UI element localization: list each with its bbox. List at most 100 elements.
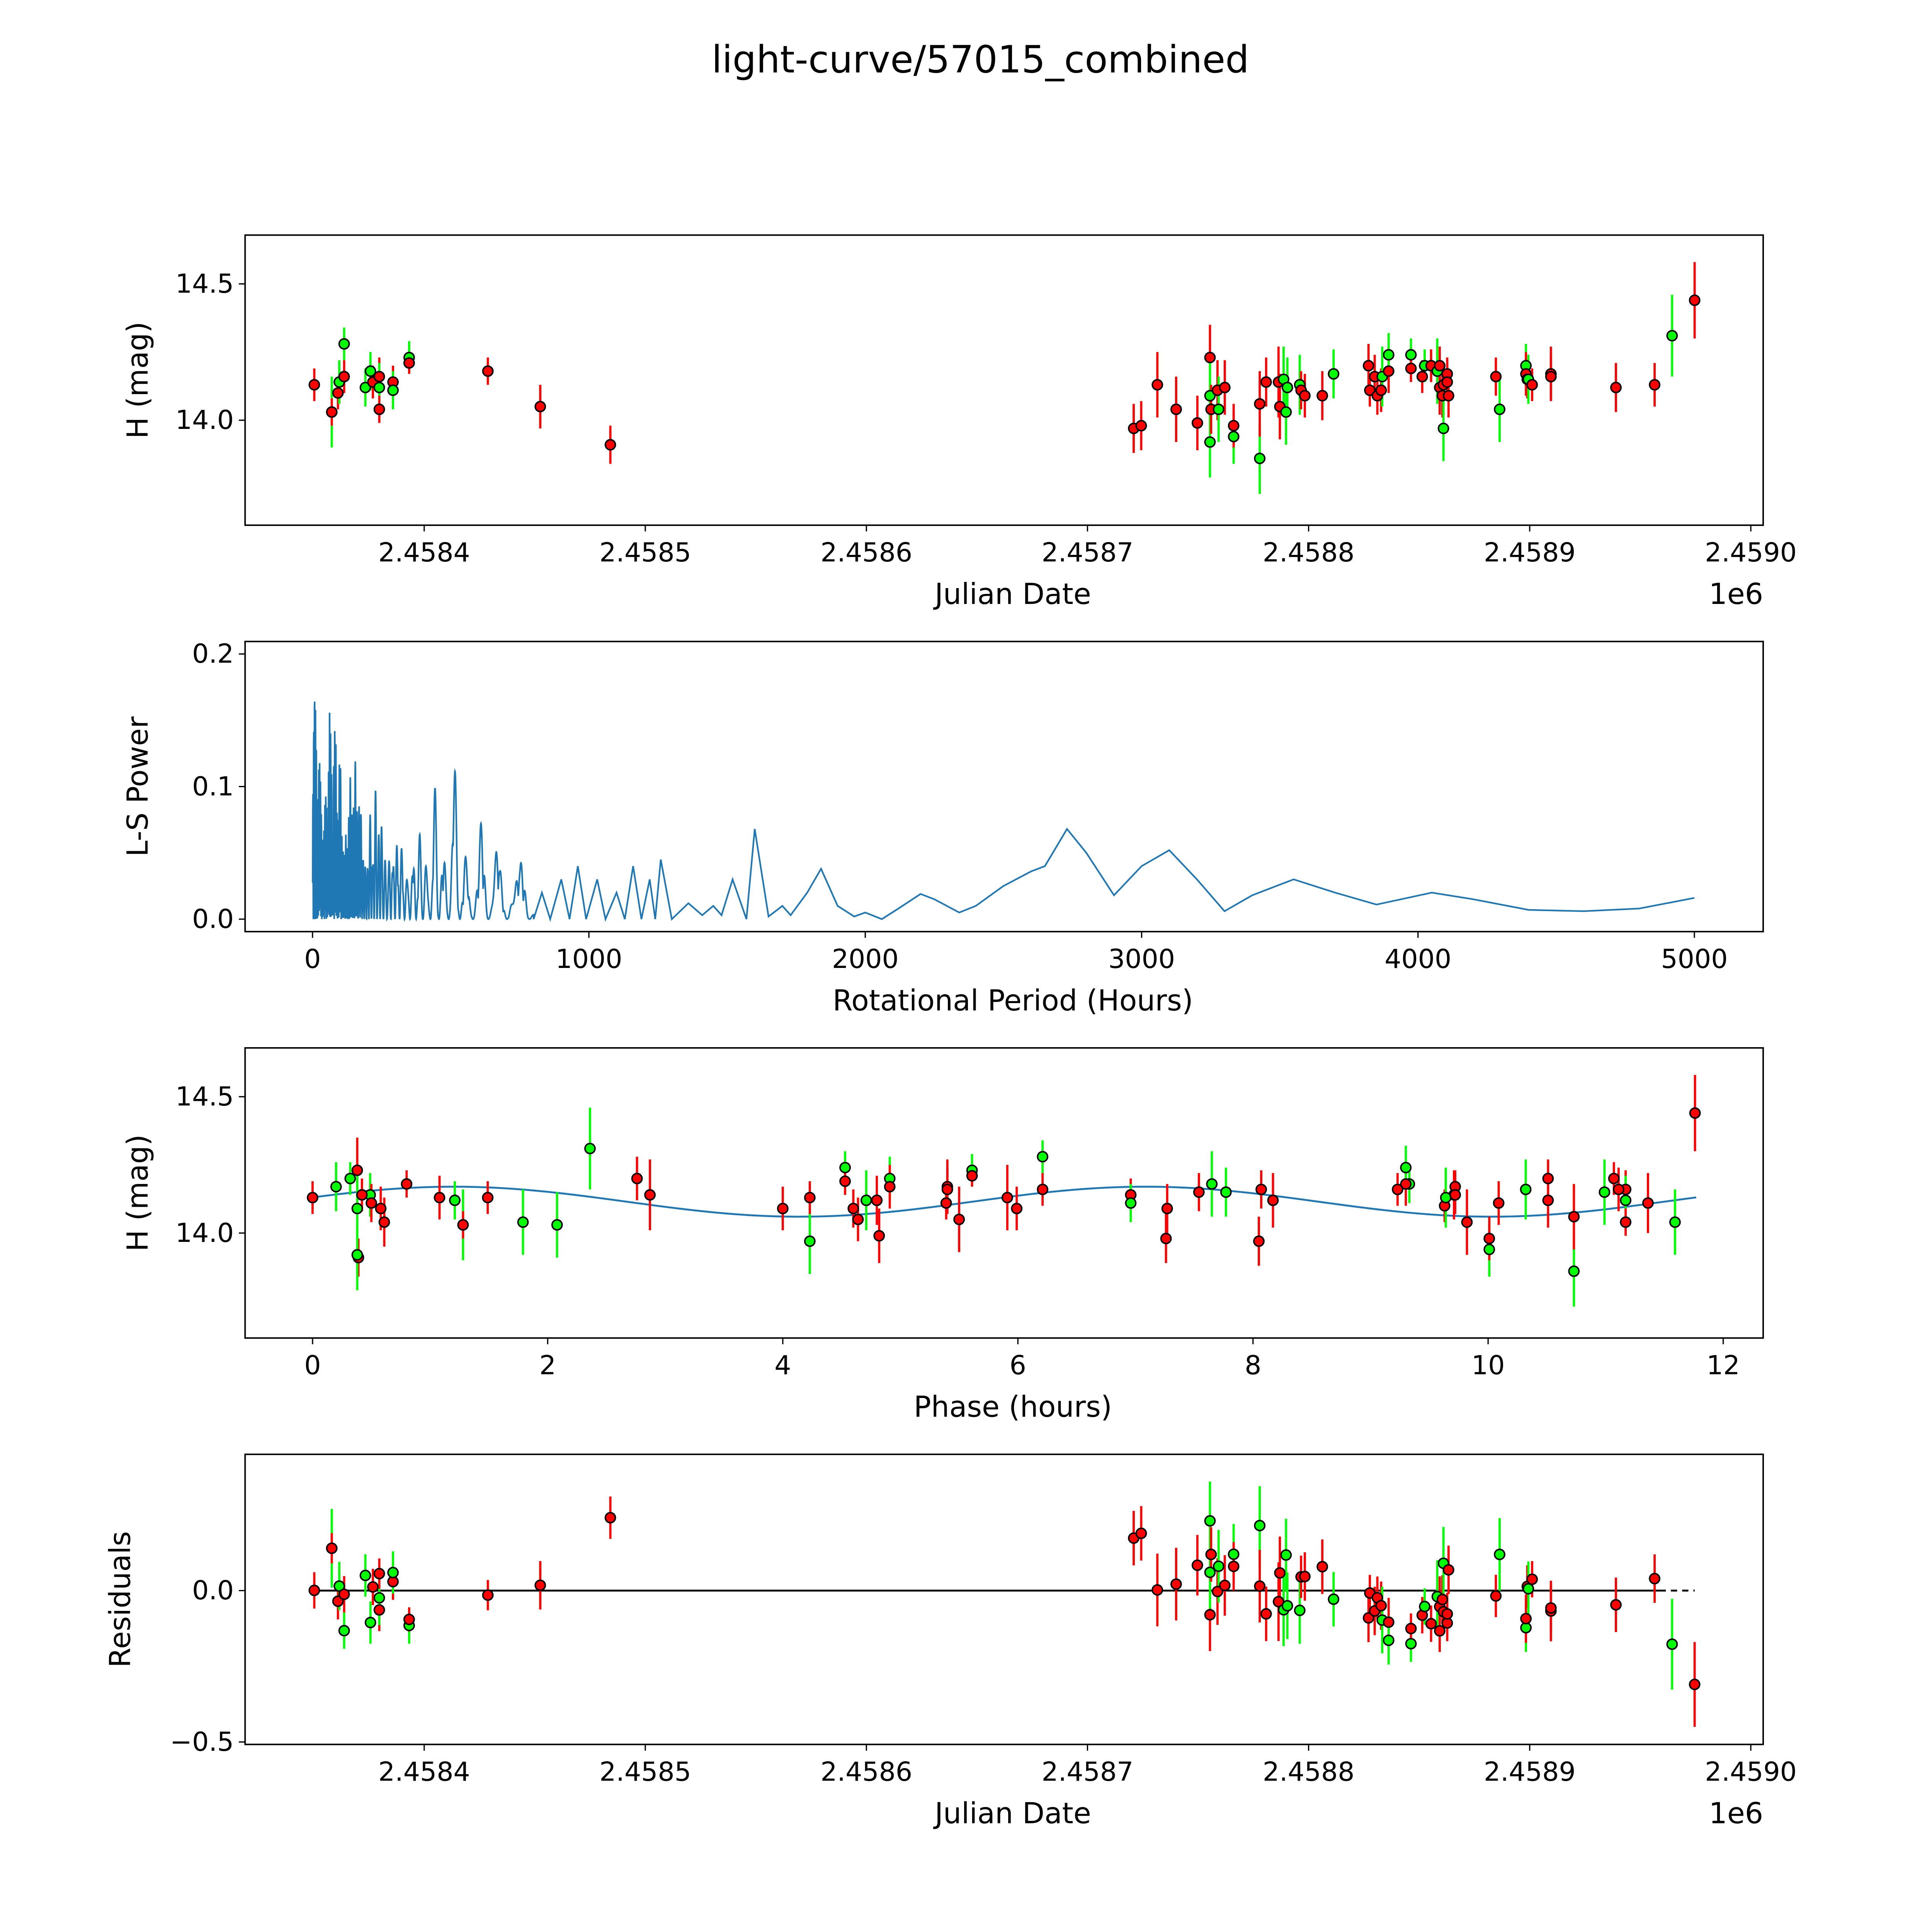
- data-point-green: [584, 1143, 596, 1155]
- data-point-red: [839, 1175, 851, 1187]
- y-tick-label: 0.0: [192, 1575, 234, 1606]
- x-tick-label: 2.4585: [599, 1757, 691, 1787]
- data-point-green: [1383, 1634, 1395, 1646]
- data-point-red: [1161, 1202, 1173, 1214]
- x-tick-label: 2.4585: [599, 537, 691, 568]
- data-point-red: [941, 1184, 953, 1196]
- data-point-red: [1449, 1189, 1461, 1201]
- data-point-red: [1228, 420, 1240, 432]
- data-point-green: [338, 1625, 350, 1637]
- data-point-green: [1204, 1515, 1216, 1527]
- x-tick-label: 2: [539, 1350, 556, 1381]
- x-offset-label: 1e6: [1709, 1796, 1764, 1830]
- data-point-red: [1375, 1600, 1387, 1612]
- data-point-red: [1416, 371, 1428, 383]
- data-point-green: [1204, 390, 1216, 401]
- y-tick-label: 14.5: [175, 269, 234, 299]
- x-tick-label: 2.4590: [1705, 1757, 1797, 1787]
- data-point-red: [1299, 1571, 1311, 1582]
- x-tick-label: 0: [304, 1350, 321, 1381]
- data-point-red: [482, 1192, 494, 1204]
- data-points: [308, 294, 1701, 464]
- data-point-green: [1483, 1243, 1495, 1255]
- data-point-red: [1204, 1609, 1216, 1621]
- data-point-red: [373, 1604, 385, 1616]
- data-point-green: [359, 381, 371, 393]
- data-point-green: [1204, 436, 1216, 448]
- data-point-red: [366, 1197, 377, 1209]
- data-point-red: [1520, 1613, 1532, 1624]
- x-tick-label: 1000: [556, 944, 622, 975]
- light-curve-panel: 2.4584 2.4585 2.4586 2.4587 2.4588 2.4589 2.45…: [121, 234, 1797, 611]
- data-point-green: [1204, 1566, 1216, 1578]
- data-point-red: [1212, 1585, 1223, 1597]
- data-point-red: [1383, 365, 1395, 377]
- data-point-red: [644, 1189, 656, 1201]
- data-point-red: [1490, 371, 1502, 383]
- data-point-red: [873, 1230, 885, 1242]
- data-point-green: [1405, 349, 1417, 361]
- x-tick-label: 12: [1706, 1350, 1740, 1381]
- data-point-red: [1316, 1561, 1328, 1573]
- x-axis-label: Julian Date: [933, 577, 1091, 611]
- data-point-red: [604, 1512, 616, 1524]
- data-point-green: [1328, 368, 1340, 380]
- data-point-green: [344, 1173, 356, 1184]
- x-tick-label: 0: [304, 944, 321, 975]
- data-point-red: [373, 403, 385, 415]
- data-point-red: [884, 1181, 896, 1193]
- y-tick-label: 0.0: [192, 904, 234, 934]
- phased-curve-panel: 0 2 4 6 8 10 12 14.0 14.5 Phase (hours) H (mag): [121, 1047, 1764, 1424]
- data-point-red: [1170, 1578, 1182, 1590]
- data-point-red: [1608, 1173, 1620, 1184]
- data-point-green: [1328, 1593, 1340, 1605]
- data-point-red: [1436, 1594, 1448, 1605]
- data-point-red: [1260, 1608, 1272, 1620]
- periodogram-line: [312, 701, 1695, 922]
- data-point-red: [1649, 1573, 1661, 1585]
- x-tick-label: 3000: [1108, 944, 1175, 975]
- data-point-green: [1228, 431, 1240, 442]
- data-point-green: [364, 365, 376, 377]
- x-tick-label: 5000: [1661, 944, 1728, 975]
- data-point-green: [1494, 1548, 1505, 1560]
- y-axis-label: Residuals: [104, 1531, 137, 1668]
- axes-frame: [244, 234, 1764, 526]
- x-tick-label: 2.4587: [1042, 537, 1134, 568]
- data-point-green: [387, 384, 399, 396]
- data-point-green: [1383, 349, 1395, 361]
- y-axis-label: L-S Power: [121, 716, 155, 857]
- x-tick-label: 2.4587: [1042, 1757, 1134, 1787]
- data-point-red: [604, 439, 616, 451]
- data-point-red: [1526, 1573, 1538, 1585]
- data-point-red: [378, 1216, 390, 1228]
- data-point-red: [1219, 1580, 1231, 1591]
- data-point-red: [1255, 1184, 1267, 1196]
- data-point-red: [1642, 1197, 1654, 1209]
- data-point-red: [375, 1202, 387, 1214]
- data-point-red: [332, 387, 344, 399]
- x-tick-label: 2.4584: [378, 1757, 470, 1787]
- data-point-green: [373, 1592, 385, 1604]
- data-point-red: [1400, 1178, 1412, 1190]
- data-point-red: [1425, 1618, 1437, 1629]
- data-point-red: [1254, 1580, 1266, 1592]
- data-point-red: [1442, 1564, 1454, 1576]
- x-tick-label: 2000: [832, 944, 899, 975]
- data-point-red: [940, 1197, 952, 1209]
- data-point-red: [1483, 1233, 1495, 1245]
- data-point-green: [1520, 1184, 1532, 1196]
- data-point-red: [1545, 371, 1557, 383]
- data-point-red: [966, 1170, 978, 1182]
- data-point-green: [1400, 1162, 1412, 1173]
- data-point-red: [1490, 1590, 1502, 1602]
- data-point-green: [1254, 452, 1266, 464]
- data-point-green: [1599, 1186, 1611, 1198]
- data-point-red: [1375, 384, 1387, 396]
- data-point-green: [1206, 1178, 1218, 1190]
- data-points: [308, 1512, 1701, 1690]
- data-point-green: [364, 1617, 376, 1628]
- x-tick-label: 2.4584: [378, 537, 470, 568]
- data-point-green: [1440, 1192, 1452, 1204]
- x-tick-label: 2.4588: [1263, 1757, 1355, 1787]
